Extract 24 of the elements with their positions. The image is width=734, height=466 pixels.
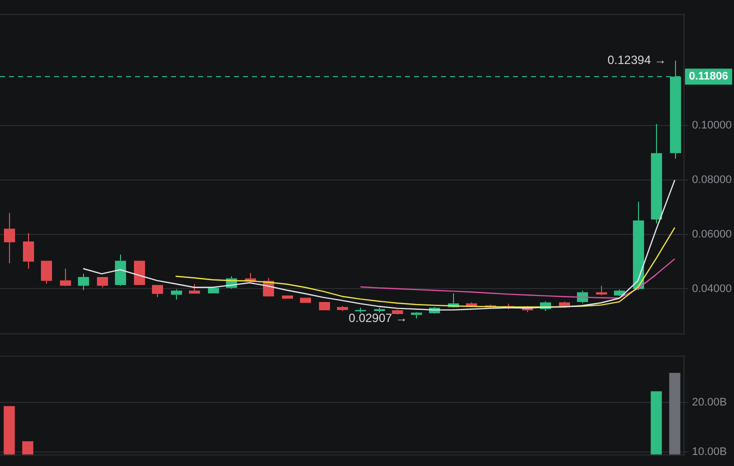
y-tick-label: 0.06000 [692, 228, 732, 240]
candlestick [596, 285, 608, 296]
annotation: 0.12394 → [607, 52, 666, 67]
candlestick [22, 232, 34, 270]
candlestick [170, 288, 182, 300]
annotation: 0.02907 → [348, 310, 408, 325]
y-tick-label: 20.00B [692, 396, 727, 409]
candlestick [410, 312, 422, 319]
candlestick [392, 310, 404, 314]
candlestick [374, 307, 386, 313]
candlestick [152, 284, 164, 298]
y-tick-label: 0.10000 [692, 120, 732, 132]
candlestick [650, 124, 662, 224]
ref-line-label: 0.11806 [689, 70, 728, 83]
candlestick [78, 273, 90, 291]
y-tick-label: 10.00B [692, 446, 727, 458]
candlestick [60, 268, 72, 286]
candlestick [336, 306, 348, 312]
candlestick [632, 201, 644, 291]
candlestick [40, 260, 52, 284]
y-tick-label: 0.04000 [692, 282, 732, 295]
candlestick [4, 212, 16, 264]
y-tick-label: 0.08000 [692, 174, 732, 186]
candlestick [114, 254, 126, 286]
